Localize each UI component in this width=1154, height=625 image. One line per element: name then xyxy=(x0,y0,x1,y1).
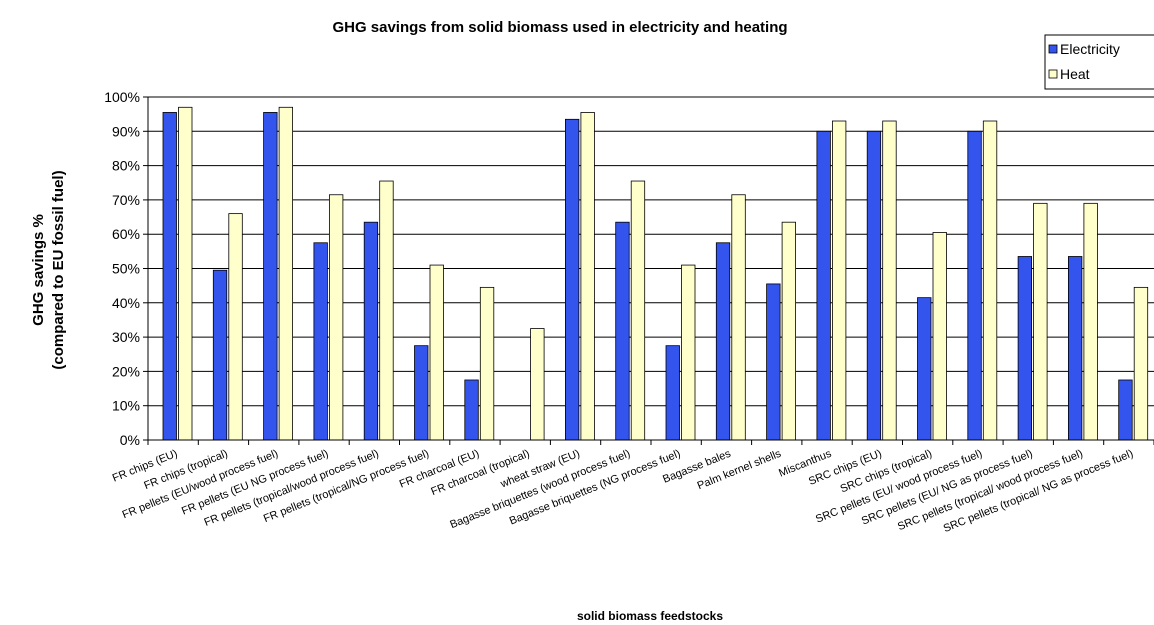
bar-heat xyxy=(982,120,998,441)
bar-heat xyxy=(882,120,897,441)
y-tick-label: 10% xyxy=(112,398,140,414)
legend-swatch-electricity xyxy=(1048,44,1058,54)
bar-electricity xyxy=(363,221,379,441)
bar-heat xyxy=(278,106,294,441)
bar-electricity xyxy=(1017,256,1032,441)
bar-heat xyxy=(328,194,344,441)
bar-electricity xyxy=(1068,256,1083,441)
y-tick-label: 20% xyxy=(112,363,140,379)
x-tick-labels: FR chips (EU)FR chips (tropical)FR pelle… xyxy=(111,447,1135,535)
bar-heat xyxy=(530,328,545,441)
y-tick-label: 90% xyxy=(112,123,140,139)
y-tick-label: 0% xyxy=(120,432,140,448)
bar-heat xyxy=(681,264,696,441)
bar-heat xyxy=(731,194,746,441)
bar-heat xyxy=(479,286,495,441)
y-axis-title: GHG savings % (compared to EU fossil fue… xyxy=(30,170,67,369)
axes xyxy=(143,96,1154,445)
bar-electricity xyxy=(866,130,882,441)
bar-heat xyxy=(630,180,646,441)
legend-box xyxy=(1044,34,1154,90)
bar-electricity xyxy=(665,345,680,441)
bar-electricity xyxy=(816,130,831,441)
bar-electricity xyxy=(414,345,429,441)
y-tick-label: 50% xyxy=(112,261,140,277)
bars xyxy=(162,106,1149,441)
y-tick-label: 80% xyxy=(112,158,140,174)
bar-heat xyxy=(932,232,947,441)
bar-heat xyxy=(1083,202,1098,441)
bar-heat xyxy=(379,180,394,441)
y-tick-label: 70% xyxy=(112,192,140,208)
legend-label-heat: Heat xyxy=(1060,66,1090,82)
bar-electricity xyxy=(1118,379,1133,441)
chart-title: GHG savings from solid biomass used in e… xyxy=(332,19,787,36)
bar-electricity xyxy=(162,112,177,441)
y-tick-label: 100% xyxy=(104,89,140,105)
bar-heat xyxy=(228,213,243,441)
bar-electricity xyxy=(715,242,731,441)
bar-heat xyxy=(781,221,796,441)
y-tick-labels: 0% 10% 20% 30% 40% 50% 60% 70% 80% 90% 100% xyxy=(104,89,140,448)
bar-heat xyxy=(429,264,444,441)
bar-electricity xyxy=(917,297,932,441)
bar-electricity xyxy=(967,130,982,441)
bar-electricity xyxy=(464,379,479,441)
bar-electricity xyxy=(615,221,630,441)
bar-heat xyxy=(178,106,193,441)
gridlines xyxy=(148,96,1154,407)
bar-electricity xyxy=(313,242,328,441)
bar-electricity xyxy=(565,118,580,441)
y-axis-title-line2: (compared to EU fossil fuel) xyxy=(50,170,67,369)
x-axis-title: solid biomass feedstocks xyxy=(577,609,723,623)
y-tick-label: 40% xyxy=(112,295,140,311)
bar-heat xyxy=(832,120,847,441)
x-tick-label: Palm kernel shells xyxy=(696,447,784,492)
bar-heat xyxy=(1033,202,1048,441)
bar-heat xyxy=(580,112,595,441)
y-axis-title-line1: GHG savings % xyxy=(30,214,47,326)
bar-electricity xyxy=(766,283,781,441)
y-tick-label: 30% xyxy=(112,329,140,345)
bar-heat xyxy=(1133,286,1149,441)
legend: Electricity Heat xyxy=(1044,34,1154,90)
legend-label-electricity: Electricity xyxy=(1060,41,1120,57)
y-tick-label: 60% xyxy=(112,226,140,242)
bar-electricity xyxy=(263,112,278,441)
legend-swatch-heat xyxy=(1048,69,1058,79)
bar-electricity xyxy=(212,269,228,441)
